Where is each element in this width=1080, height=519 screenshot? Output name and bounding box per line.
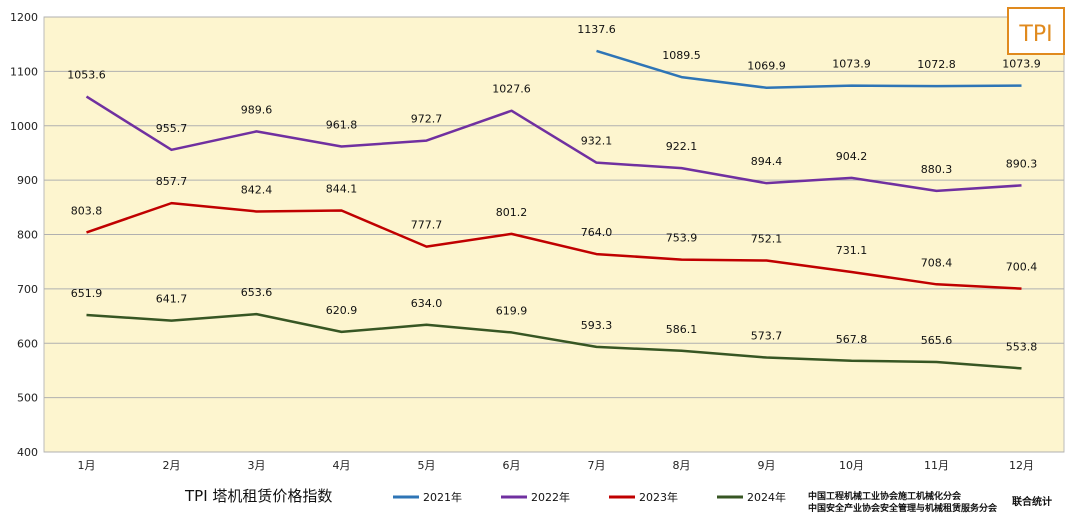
data-labels: 1137.6 1089.5 1069.9 1073.9 1072.8 1073.9 1053…: [67, 23, 1041, 353]
data-label: 904.2: [836, 150, 868, 163]
data-label: 753.9: [666, 232, 698, 245]
data-label: 752.1: [751, 233, 783, 246]
legend-label: 2022年: [531, 490, 570, 504]
data-label: 842.4: [241, 183, 273, 196]
legend-label: 2021年: [423, 490, 462, 504]
y-tick-label: 700: [17, 283, 38, 296]
y-tick-label: 1000: [10, 120, 38, 133]
x-tick-label: 7月: [588, 459, 606, 472]
x-tick-label: 6月: [503, 459, 521, 472]
data-label: 777.7: [411, 219, 443, 232]
data-label: 1069.9: [747, 60, 786, 73]
data-label: 1089.5: [662, 49, 701, 62]
x-tick-label: 3月: [248, 459, 266, 472]
data-label: 1072.8: [917, 58, 956, 71]
chart-title: TPI 塔机租赁价格指数: [184, 487, 332, 505]
y-tick-label: 500: [17, 392, 38, 405]
series-lines: [85, 49, 1022, 370]
data-label: 634.0: [411, 297, 443, 310]
data-label: 1137.6: [577, 23, 616, 36]
data-label: 586.1: [666, 323, 698, 336]
data-label: 894.4: [751, 155, 783, 168]
x-tick-label: 12月: [1009, 459, 1034, 472]
series-line-2023年: [86, 201, 1022, 290]
x-tick-label: 9月: [758, 459, 776, 472]
x-tick-label: 10月: [839, 459, 864, 472]
credit-joint: 联合统计: [1012, 495, 1052, 508]
data-label: 641.7: [156, 293, 188, 306]
data-label: 1053.6: [67, 69, 106, 82]
legend-label: 2024年: [747, 490, 786, 504]
data-label: 803.8: [71, 204, 103, 217]
y-tick-label: 1100: [10, 65, 38, 78]
data-label: 565.6: [921, 334, 953, 347]
data-label: 932.1: [581, 135, 613, 148]
data-label: 620.9: [326, 304, 358, 317]
legend-label: 2023年: [639, 490, 678, 504]
data-label: 857.7: [156, 175, 188, 188]
y-tick-label: 900: [17, 174, 38, 187]
x-tick-label: 2月: [163, 459, 181, 472]
data-label: 844.1: [326, 183, 358, 196]
data-label: 567.8: [836, 333, 868, 346]
data-label: 553.8: [1006, 340, 1038, 353]
legend: 2021年 2022年 2023年 2024年: [393, 490, 786, 504]
data-label: 700.4: [1006, 261, 1038, 274]
data-label: 573.7: [751, 330, 783, 343]
y-tick-label: 1200: [10, 11, 38, 24]
data-label: 922.1: [666, 140, 698, 153]
data-label: 955.7: [156, 122, 188, 135]
data-label: 890.3: [1006, 157, 1038, 170]
x-tick-label: 4月: [333, 459, 351, 472]
x-tick-label: 11月: [924, 459, 949, 472]
credit-line-2: 中国安全产业协会安全管理与机械租赁服务分会: [808, 502, 998, 514]
data-label: 972.7: [411, 113, 443, 126]
data-label: 880.3: [921, 163, 953, 176]
y-tick-label: 600: [17, 337, 38, 350]
logo-text: TPI: [1018, 22, 1052, 47]
y-tick-label: 400: [17, 446, 38, 459]
series-line-2024年: [86, 312, 1022, 370]
series-line-2021年: [596, 49, 1022, 89]
data-label: 801.2: [496, 206, 528, 219]
tpi-logo: TPI: [1007, 7, 1065, 55]
data-label: 961.8: [326, 119, 358, 132]
data-label: 1073.9: [1002, 58, 1041, 71]
data-label: 989.6: [241, 103, 273, 116]
data-label: 593.3: [581, 319, 613, 332]
data-label: 708.4: [921, 256, 953, 269]
gridlines: [44, 16, 1064, 453]
x-axis: 1月 2月 3月 4月 5月 6月 7月 8月 9月 10月 11月 12月: [78, 459, 1035, 472]
data-label: 1073.9: [832, 58, 871, 71]
x-tick-label: 8月: [673, 459, 691, 472]
x-tick-label: 5月: [418, 459, 436, 472]
x-tick-label: 1月: [78, 459, 96, 472]
credit-line-1: 中国工程机械工业协会施工机械化分会: [808, 490, 962, 502]
data-label: 764.0: [581, 226, 613, 239]
data-label: 651.9: [71, 287, 103, 300]
data-label: 653.6: [241, 286, 273, 299]
series-line-2022年: [85, 95, 1022, 193]
data-label: 619.9: [496, 304, 528, 317]
y-axis: 400 500 600 700 800 900 1000 1100 1200: [10, 11, 38, 459]
data-label: 1027.6: [492, 83, 531, 96]
data-label: 731.1: [836, 244, 868, 257]
y-tick-label: 800: [17, 229, 38, 242]
